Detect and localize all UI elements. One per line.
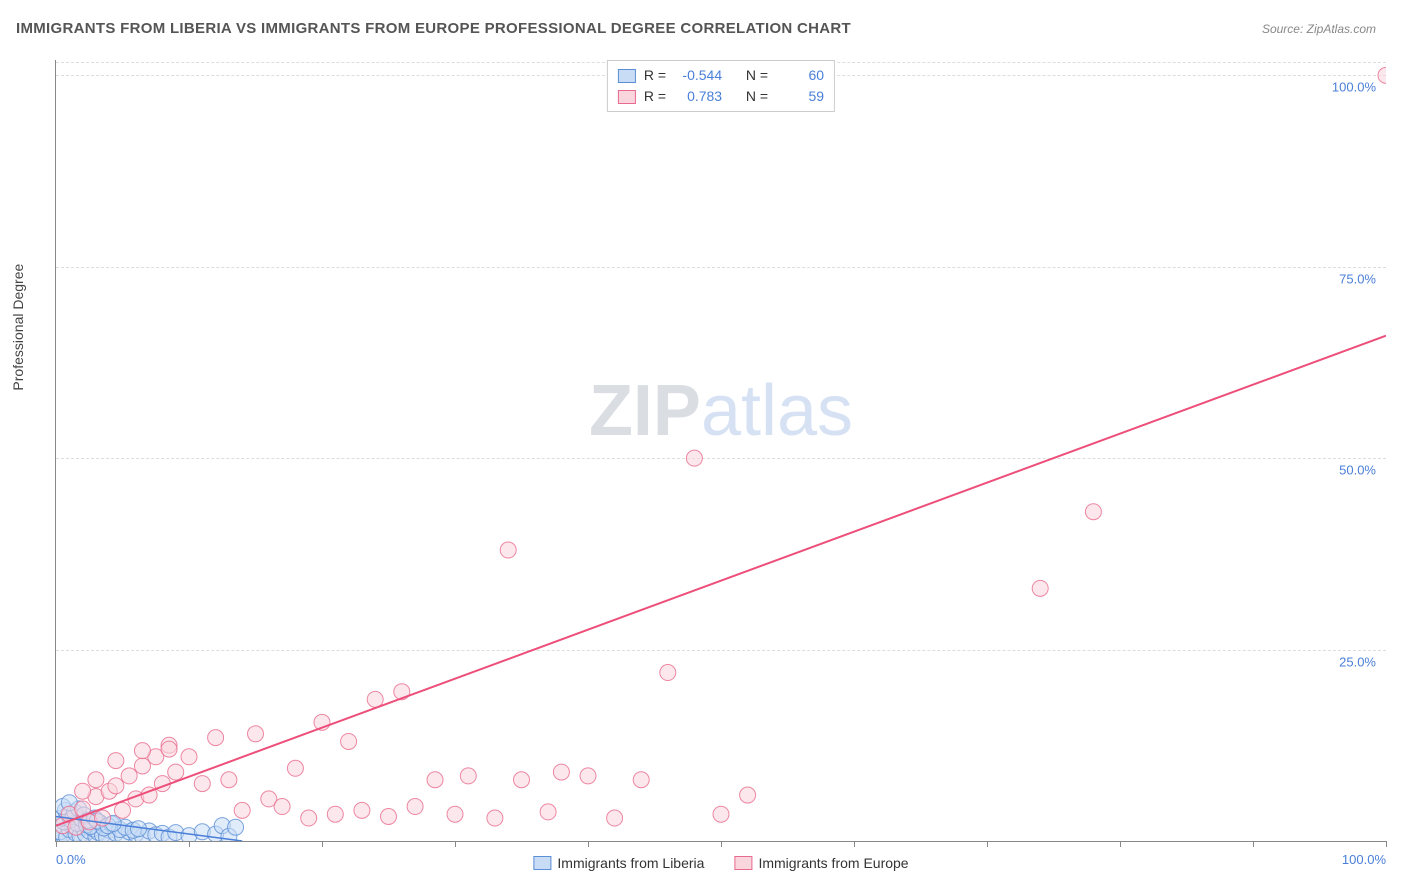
legend-swatch-liberia	[618, 69, 636, 83]
scatter-point	[686, 450, 702, 466]
x-tick	[1253, 841, 1254, 847]
scatter-point	[181, 749, 197, 765]
x-tick	[455, 841, 456, 847]
n-value-liberia: 60	[776, 65, 824, 86]
scatter-point	[341, 733, 357, 749]
x-tick	[854, 841, 855, 847]
scatter-point	[633, 772, 649, 788]
x-tick	[721, 841, 722, 847]
plot-area: ZIPatlas R = -0.544 N = 60 R = 0.783 N =…	[55, 60, 1386, 842]
legend-item-liberia: Immigrants from Liberia	[533, 855, 704, 871]
legend-label-liberia: Immigrants from Liberia	[557, 855, 704, 871]
scatter-point	[514, 772, 530, 788]
scatter-point	[75, 783, 91, 799]
legend-swatch-europe-icon	[734, 856, 752, 870]
scatter-point	[427, 772, 443, 788]
x-tick	[987, 841, 988, 847]
scatter-point	[1032, 580, 1048, 596]
r-value-europe: 0.783	[674, 86, 722, 107]
scatter-point	[1085, 504, 1101, 520]
n-label: N =	[746, 86, 768, 107]
scatter-point	[88, 772, 104, 788]
legend-stats-row-liberia: R = -0.544 N = 60	[618, 65, 824, 86]
scatter-point	[381, 808, 397, 824]
scatter-point	[580, 768, 596, 784]
scatter-point	[248, 726, 264, 742]
r-label: R =	[644, 65, 666, 86]
scatter-point	[221, 772, 237, 788]
x-tick-label: 100.0%	[1342, 852, 1386, 867]
regression-line	[56, 336, 1386, 826]
plot-svg	[56, 60, 1386, 841]
legend-swatch-europe	[618, 90, 636, 104]
scatter-point	[407, 799, 423, 815]
r-value-liberia: -0.544	[674, 65, 722, 86]
legend-stats-row-europe: R = 0.783 N = 59	[618, 86, 824, 107]
scatter-point	[553, 764, 569, 780]
y-axis-label: Professional Degree	[10, 264, 26, 391]
n-value-europe: 59	[776, 86, 824, 107]
scatter-point	[607, 810, 623, 826]
scatter-point	[108, 778, 124, 794]
scatter-point	[540, 804, 556, 820]
chart-title: IMMIGRANTS FROM LIBERIA VS IMMIGRANTS FR…	[16, 20, 851, 37]
scatter-point	[274, 799, 290, 815]
scatter-point	[194, 776, 210, 792]
scatter-point	[487, 810, 503, 826]
x-tick	[322, 841, 323, 847]
x-tick	[189, 841, 190, 847]
x-tick-label: 0.0%	[56, 852, 86, 867]
scatter-point	[161, 741, 177, 757]
scatter-point	[121, 768, 137, 784]
scatter-point	[447, 806, 463, 822]
scatter-point	[660, 665, 676, 681]
scatter-point	[740, 787, 756, 803]
scatter-point	[460, 768, 476, 784]
scatter-point	[500, 542, 516, 558]
legend-stats: R = -0.544 N = 60 R = 0.783 N = 59	[607, 60, 835, 112]
x-tick	[56, 841, 57, 847]
scatter-point	[287, 760, 303, 776]
scatter-point	[108, 753, 124, 769]
x-tick	[1120, 841, 1121, 847]
scatter-point	[713, 806, 729, 822]
scatter-point	[1378, 67, 1386, 83]
legend-series: Immigrants from Liberia Immigrants from …	[533, 855, 908, 871]
scatter-point	[327, 806, 343, 822]
r-label: R =	[644, 86, 666, 107]
scatter-point	[115, 802, 131, 818]
scatter-point	[134, 743, 150, 759]
scatter-point	[228, 819, 244, 835]
legend-label-europe: Immigrants from Europe	[758, 855, 908, 871]
source-label: Source: ZipAtlas.com	[1262, 22, 1376, 36]
scatter-point	[234, 802, 250, 818]
scatter-point	[354, 802, 370, 818]
x-tick	[1386, 841, 1387, 847]
scatter-point	[208, 730, 224, 746]
x-tick	[588, 841, 589, 847]
n-label: N =	[746, 65, 768, 86]
legend-swatch-liberia-icon	[533, 856, 551, 870]
legend-item-europe: Immigrants from Europe	[734, 855, 908, 871]
scatter-point	[168, 764, 184, 780]
scatter-point	[301, 810, 317, 826]
correlation-chart: IMMIGRANTS FROM LIBERIA VS IMMIGRANTS FR…	[10, 10, 1396, 882]
